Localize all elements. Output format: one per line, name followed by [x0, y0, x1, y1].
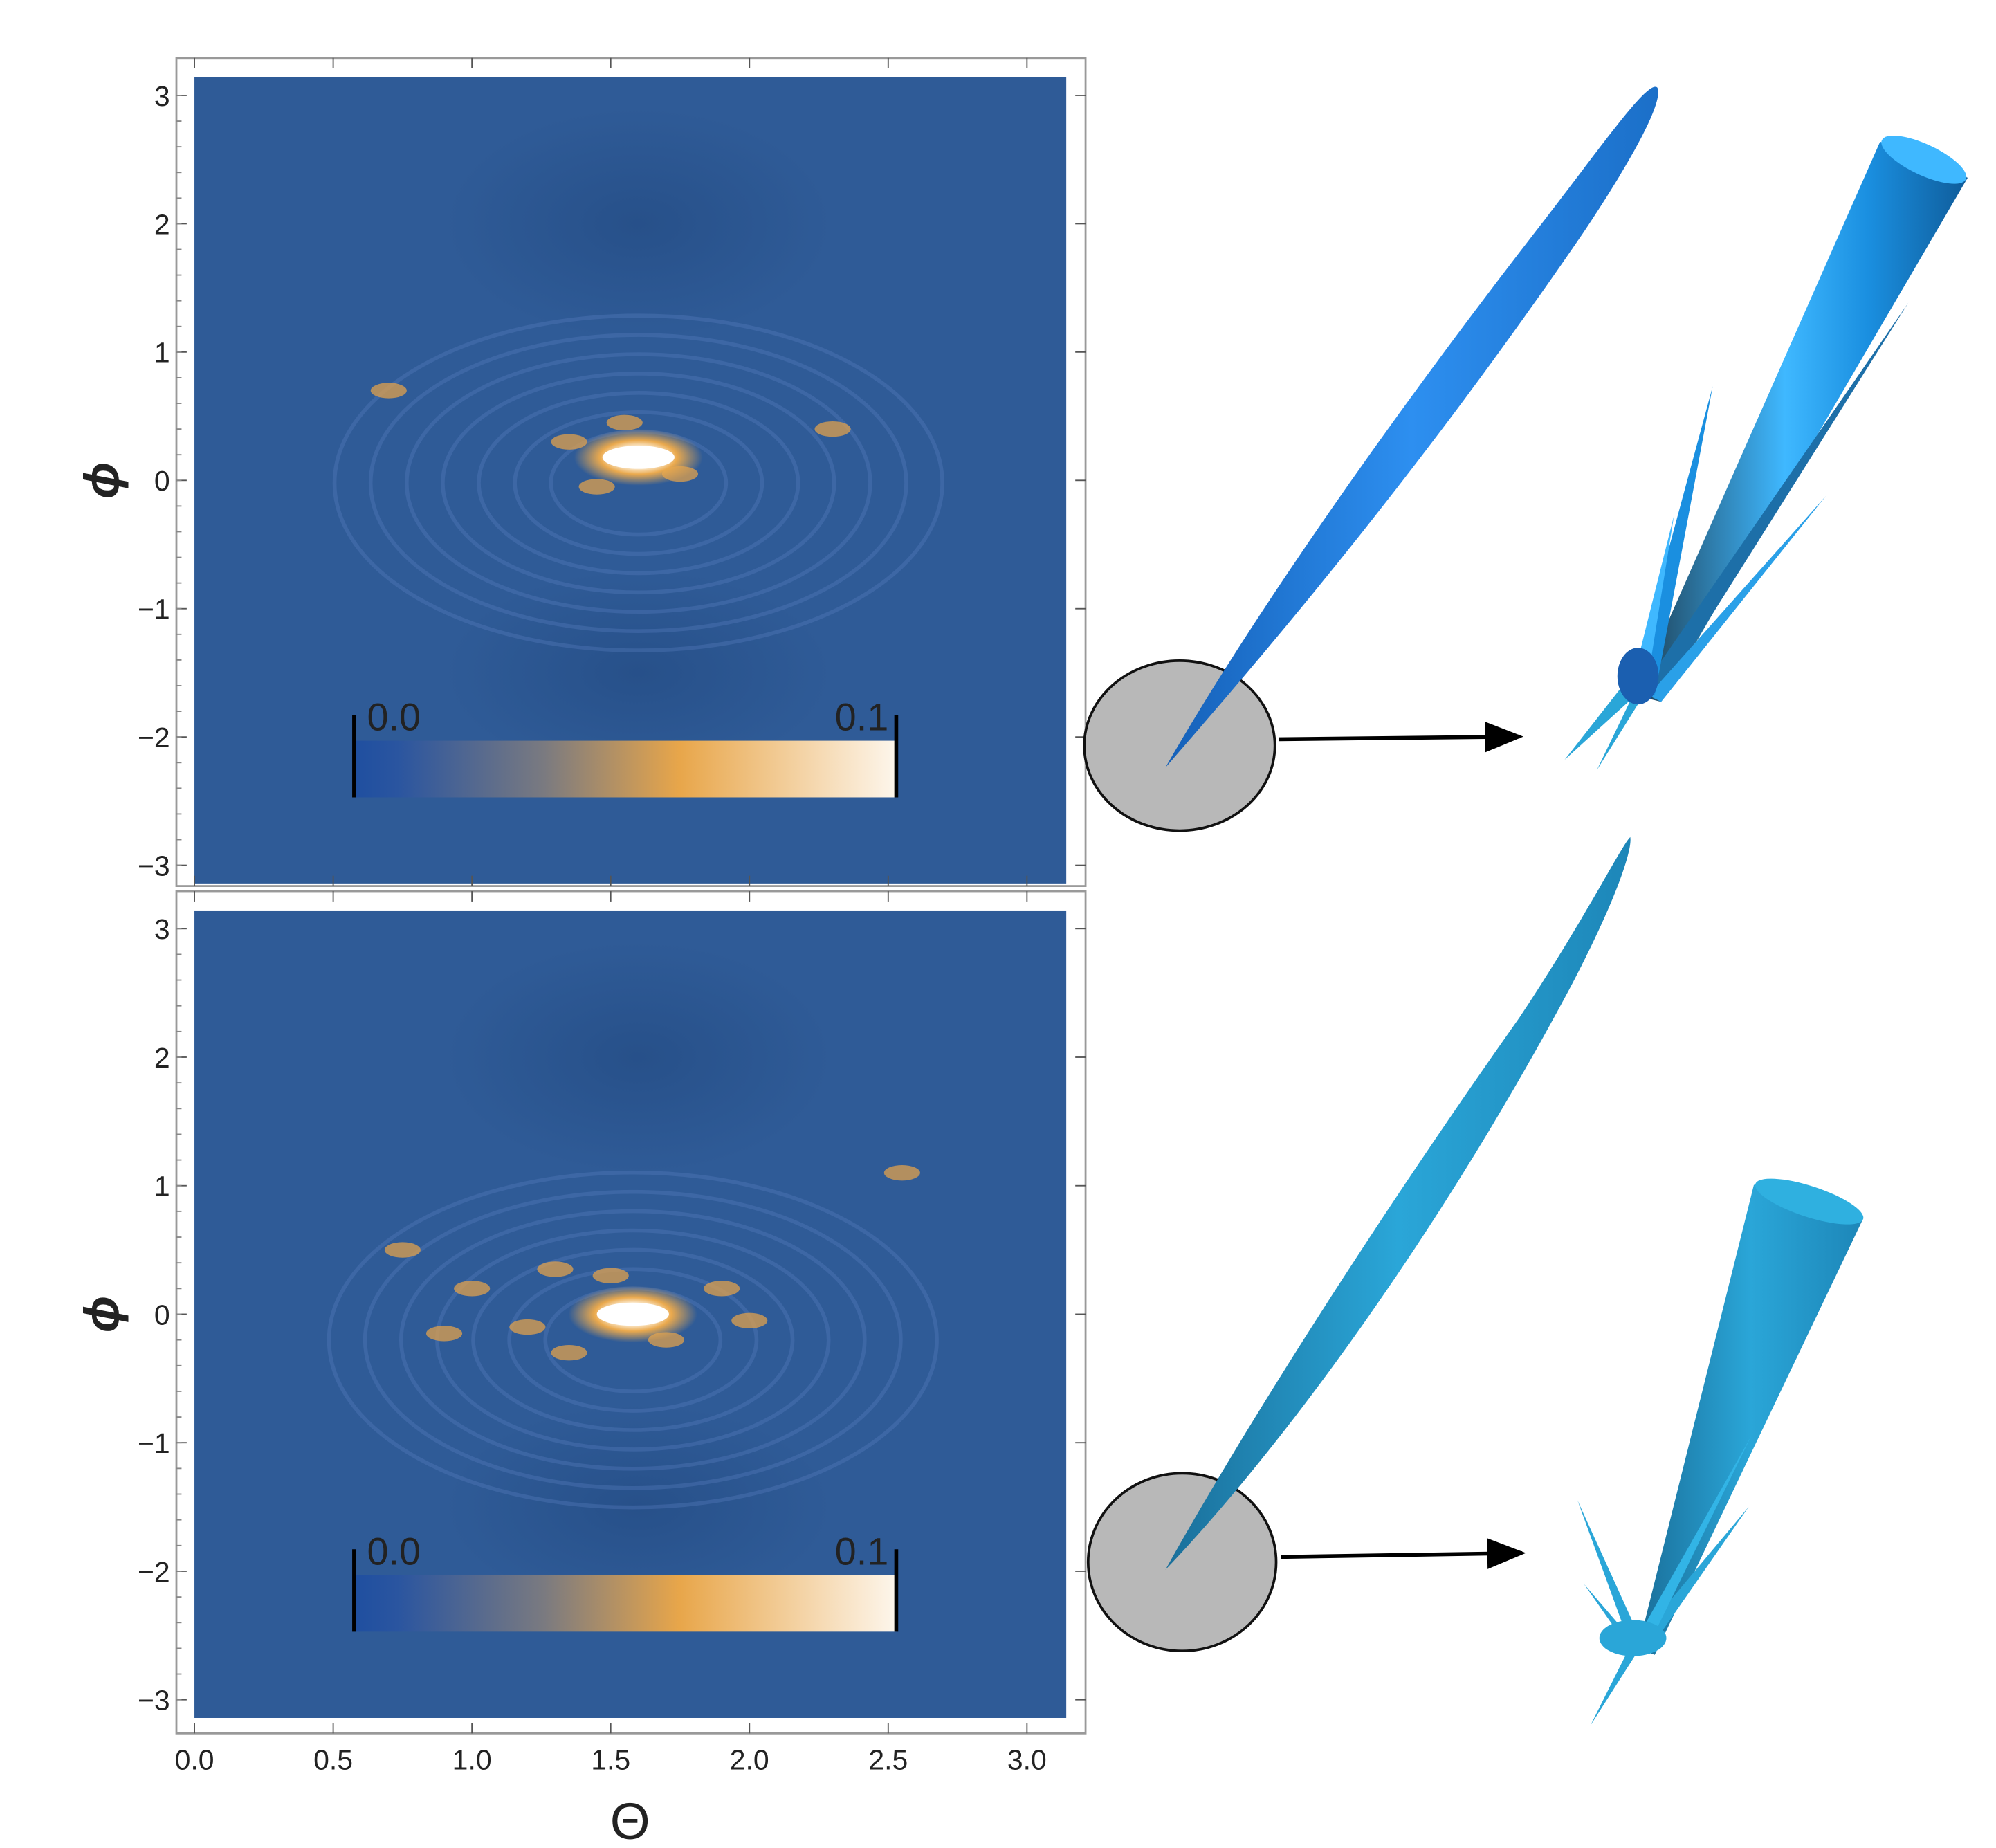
main-peak-core	[602, 446, 675, 469]
y-tick-label: −1	[138, 594, 170, 625]
y-tick-label: 3	[154, 913, 170, 945]
x-axis-label: Θ	[610, 1793, 650, 1848]
spike	[1590, 1648, 1638, 1726]
y-tick-label: 2	[154, 1042, 170, 1074]
spike	[1648, 495, 1826, 702]
side-lobe	[606, 414, 643, 431]
y-tick-label: −3	[138, 850, 170, 882]
y-axis-label: ϕ	[74, 462, 129, 500]
low-intensity-region	[445, 107, 832, 340]
ripple-arc	[441, 372, 836, 595]
x-tick-label: 2.0	[730, 1744, 769, 1775]
spike-cluster	[1617, 648, 1659, 705]
side-lobe	[704, 1281, 740, 1297]
y-tick-label: 3	[154, 80, 170, 112]
ripple-arc	[368, 333, 908, 633]
ripple-arc	[327, 1170, 939, 1510]
x-tick-label: 2.5	[868, 1744, 908, 1775]
x-tick-label: 0.0	[175, 1744, 214, 1775]
spike	[1564, 682, 1636, 760]
heatmap-panel-bottom: 3 2 1 0 −1 −2 −3 ϕ 0.0 0.1 0.0 0.5 1.0 1.5 2.0 2.5 3.0 Θ	[74, 890, 1087, 1848]
colorbar-max-label: 0.1	[835, 695, 889, 739]
y-tick-label: −2	[138, 1556, 170, 1588]
zoom-circle-bottom	[1086, 1472, 1278, 1653]
cone-bottom-cap	[1755, 1178, 1864, 1225]
y-tick-label: 2	[154, 208, 170, 240]
y-tick-label: −1	[138, 1427, 170, 1459]
side-lobe	[370, 383, 407, 399]
side-lobe	[509, 1319, 546, 1335]
y-axis-label: ϕ	[74, 1296, 129, 1333]
ripple-arc	[332, 313, 944, 652]
low-intensity-region	[445, 941, 832, 1173]
ripple-arc	[471, 1247, 795, 1432]
low-intensity-region	[445, 1404, 832, 1610]
heatmap-panel-top: 3 2 1 0 −1 −2 −3 ϕ 0.0 0.1	[74, 57, 1087, 887]
arrow-bottom	[1281, 1538, 1526, 1569]
colorbar-max-label: 0.1	[835, 1530, 889, 1573]
side-lobe	[537, 1261, 574, 1277]
spike	[1635, 515, 1674, 677]
side-lobe	[551, 1345, 587, 1361]
colorbar-min-label: 0.0	[367, 695, 421, 739]
side-lobe	[731, 1312, 768, 1328]
arrow-top	[1279, 721, 1523, 753]
spike	[1642, 302, 1909, 696]
side-lobe	[883, 1164, 920, 1181]
side-lobe	[384, 1242, 421, 1258]
x-tick-label: 3.0	[1007, 1744, 1047, 1775]
ripple-arc	[399, 1209, 867, 1471]
side-lobe	[551, 434, 587, 450]
ripple-arc	[363, 1189, 903, 1490]
y-tick-label: 1	[154, 337, 170, 369]
main-peak-core	[596, 1302, 669, 1326]
spike	[1597, 695, 1642, 771]
side-lobe	[814, 421, 851, 437]
ripple-arc	[477, 391, 800, 576]
ripple-arc	[513, 410, 764, 556]
side-lobe	[592, 1268, 629, 1283]
beam-pattern-bottom	[1165, 836, 1631, 1570]
spike-cluster	[1599, 1620, 1667, 1656]
colorbar	[354, 740, 897, 798]
ripple-arc	[507, 1267, 759, 1413]
side-lobe	[454, 1281, 491, 1297]
side-lobe	[425, 1326, 463, 1342]
beam-zoom-top	[1564, 136, 1968, 771]
cone-top	[1635, 141, 1968, 702]
side-lobe	[578, 479, 615, 495]
x-tick-label: 0.5	[313, 1744, 353, 1775]
colorbar	[354, 1575, 897, 1632]
spike	[1635, 1506, 1749, 1652]
beam-zoom-bottom	[1577, 1178, 1864, 1726]
y-tick-label: 0	[154, 465, 170, 497]
ripple-arc	[404, 352, 872, 614]
beam-pattern-top	[1165, 86, 1658, 768]
y-tick-label: −3	[138, 1685, 170, 1717]
low-intensity-region	[445, 569, 832, 776]
y-tick-label: 1	[154, 1171, 170, 1202]
colorbar-min-label: 0.0	[367, 1530, 421, 1573]
cone-top-cap	[1881, 136, 1967, 184]
x-tick-label: 1.5	[591, 1744, 630, 1775]
y-tick-label: 0	[154, 1299, 170, 1330]
y-tick-label: −2	[138, 722, 170, 753]
x-tick-label: 1.0	[452, 1744, 492, 1775]
